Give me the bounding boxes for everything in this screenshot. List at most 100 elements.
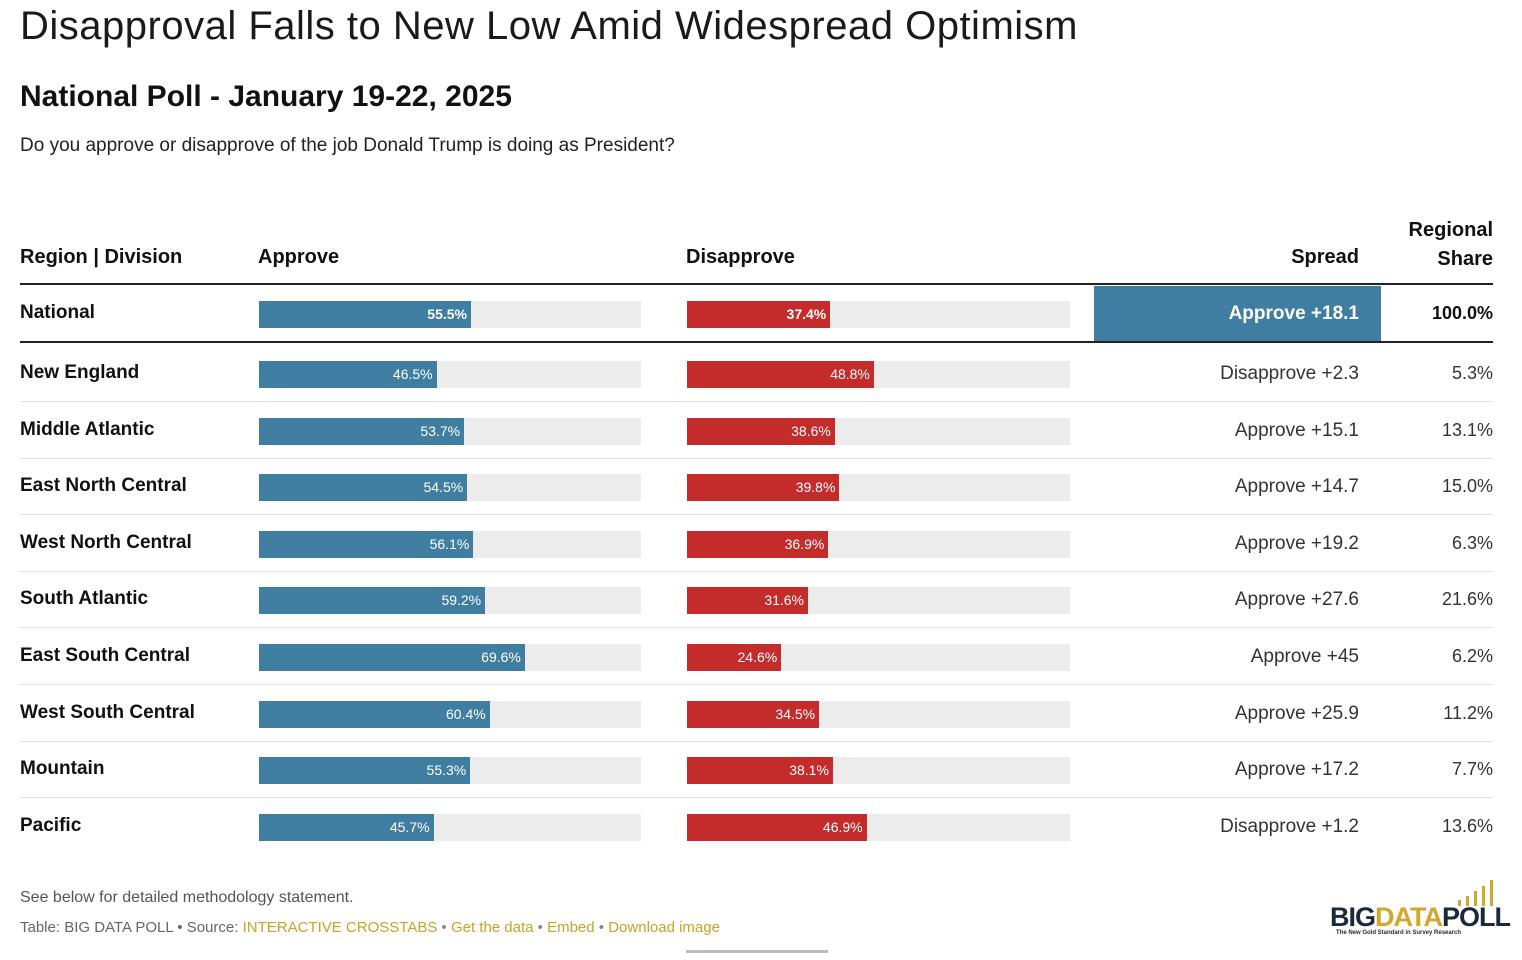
header-regional-share: Regional Share (1409, 216, 1493, 274)
spread-value: Approve +19.2 (1234, 532, 1359, 554)
national-row: National 55.5% 37.4% Approve +18.1 100.0% (0, 286, 1522, 342)
table-row: Mountain 55.3% 38.1% Approve +17.2 7.7% (0, 742, 1522, 798)
region-name: Pacific (20, 814, 82, 836)
approve-bar: 59.2% (259, 587, 486, 615)
row-divider (20, 457, 1493, 459)
region-name: West North Central (20, 531, 192, 553)
spread-value: Approve +17.2 (1234, 759, 1359, 781)
disapprove-bar: 34.5% (687, 700, 820, 728)
row-divider (20, 797, 1493, 799)
approve-value-label: 45.7% (389, 818, 430, 835)
approve-value-label: 55.3% (426, 762, 467, 779)
disapprove-track: 24.6% (687, 644, 1070, 671)
header-rule (20, 283, 1493, 285)
approve-value-label: 53.7% (420, 422, 461, 439)
regional-share-value: 7.7% (1451, 759, 1493, 780)
disapprove-value-label: 48.8% (830, 366, 870, 382)
region-name: East North Central (20, 475, 187, 497)
approve-track: 54.5% (259, 474, 641, 502)
header-share-line2: Share (1437, 248, 1493, 270)
logo-wordmark: BIGDATAPOLL (1330, 902, 1511, 933)
methodology-note: See below for detailed methodology state… (20, 889, 354, 906)
download-image-link[interactable]: Download image (608, 919, 720, 936)
disapprove-track: 48.8% (687, 361, 1070, 388)
disapprove-track: 46.9% (687, 813, 1070, 841)
region-name: East South Central (20, 645, 190, 666)
disapprove-track: 38.1% (687, 757, 1070, 785)
row-divider (20, 570, 1493, 572)
row-divider (20, 514, 1493, 516)
approve-track: 56.1% (259, 530, 641, 558)
interactive-crosstabs-link[interactable]: INTERACTIVE CROSSTABS (242, 919, 438, 936)
approve-bar: 46.5% (259, 361, 437, 388)
region-name: Mountain (20, 758, 105, 780)
regional-share-value: 5.3% (1451, 363, 1493, 383)
table-row: West South Central 60.4% 34.5% Approve +25.… (0, 686, 1522, 742)
chart-title: Disapproval Falls to New Low Amid Widesp… (20, 4, 1078, 48)
approve-track: 55.3% (259, 757, 641, 785)
disapprove-track: 37.4% (687, 301, 1070, 328)
disapprove-bar: 31.6% (687, 587, 809, 615)
header-disapprove: Disapprove (686, 246, 795, 268)
regional-share-value: 6.2% (1451, 646, 1493, 666)
approve-bar: 54.5% (259, 474, 468, 502)
region-name: Middle Atlantic (20, 418, 155, 440)
spread-value: Disapprove +1.2 (1220, 815, 1359, 837)
spread-value: Approve +27.6 (1234, 589, 1359, 611)
source-prefix: Table: BIG DATA POLL • Source: (20, 919, 243, 936)
approve-bar: 69.6% (259, 644, 525, 671)
disapprove-value-label: 34.5% (775, 705, 816, 722)
approve-bar: 45.7% (259, 813, 434, 841)
separator: • (533, 919, 548, 936)
big-data-poll-logo: BIGDATAPOLL The New Gold Standard in Sur… (1330, 880, 1511, 942)
region-name: New England (20, 362, 140, 383)
row-divider (20, 684, 1493, 685)
disapprove-value-label: 36.9% (784, 535, 825, 552)
disapprove-value-label: 38.6% (791, 422, 831, 439)
row-divider (20, 401, 1493, 402)
row-divider (20, 740, 1493, 742)
approve-track: 46.5% (259, 361, 641, 388)
spread-value: Approve +15.1 (1234, 419, 1359, 441)
disapprove-value-label: 31.6% (764, 592, 805, 609)
table-row: Middle Atlantic 53.7% 38.6% Approve +15.1 13… (0, 403, 1522, 459)
table-row: New England 46.5% 48.8% Disapprove +2.3 5.3% (0, 346, 1522, 402)
region-name: National (20, 302, 95, 323)
disapprove-bar: 24.6% (687, 644, 782, 671)
approve-track: 59.2% (259, 587, 641, 615)
approve-value-label: 55.5% (427, 306, 467, 322)
regional-share-value: 11.2% (1443, 702, 1493, 723)
approve-value-label: 60.4% (446, 705, 486, 722)
row-divider (20, 627, 1493, 629)
header-share-line1: Regional (1408, 219, 1493, 241)
horizontal-scrollbar[interactable] (686, 950, 828, 953)
spread-value: Approve +45 (1250, 646, 1359, 667)
approve-track: 53.7% (259, 417, 641, 445)
table-row: South Atlantic 59.2% 31.6% Approve +27.6 21.… (0, 572, 1522, 628)
region-name: West South Central (20, 701, 195, 723)
regional-share-value: 15.0% (1441, 476, 1493, 497)
approve-value-label: 59.2% (441, 592, 482, 609)
logo-big: BIG (1330, 902, 1376, 932)
get-data-link[interactable]: Get the data (450, 919, 534, 936)
table-row: East North Central 54.5% 39.8% Approve +14.… (0, 459, 1522, 515)
regional-share-value: 21.6% (1441, 589, 1493, 610)
spread-value: Approve +14.7 (1234, 476, 1359, 498)
embed-link[interactable]: Embed (547, 919, 595, 936)
spread-value: Approve +18.1 (1228, 303, 1359, 324)
disapprove-value-label: 24.6% (737, 649, 778, 665)
disapprove-track: 36.9% (687, 530, 1070, 558)
separator: • (594, 919, 609, 936)
approve-track: 45.7% (259, 813, 641, 841)
source-line: Table: BIG DATA POLL • Source: INTERACTI… (20, 919, 720, 936)
regional-share-value: 100.0% (1431, 303, 1493, 323)
approve-track: 60.4% (259, 700, 641, 728)
poll-question: Do you approve or disapprove of the job … (20, 135, 675, 156)
spread-highlight (1094, 286, 1381, 342)
regional-share-value: 6.3% (1451, 532, 1493, 553)
approve-bar: 55.5% (259, 301, 471, 328)
approve-value-label: 56.1% (429, 535, 470, 552)
disapprove-bar: 36.9% (687, 530, 829, 558)
separator: • (437, 919, 451, 936)
approve-bar: 60.4% (259, 700, 490, 728)
